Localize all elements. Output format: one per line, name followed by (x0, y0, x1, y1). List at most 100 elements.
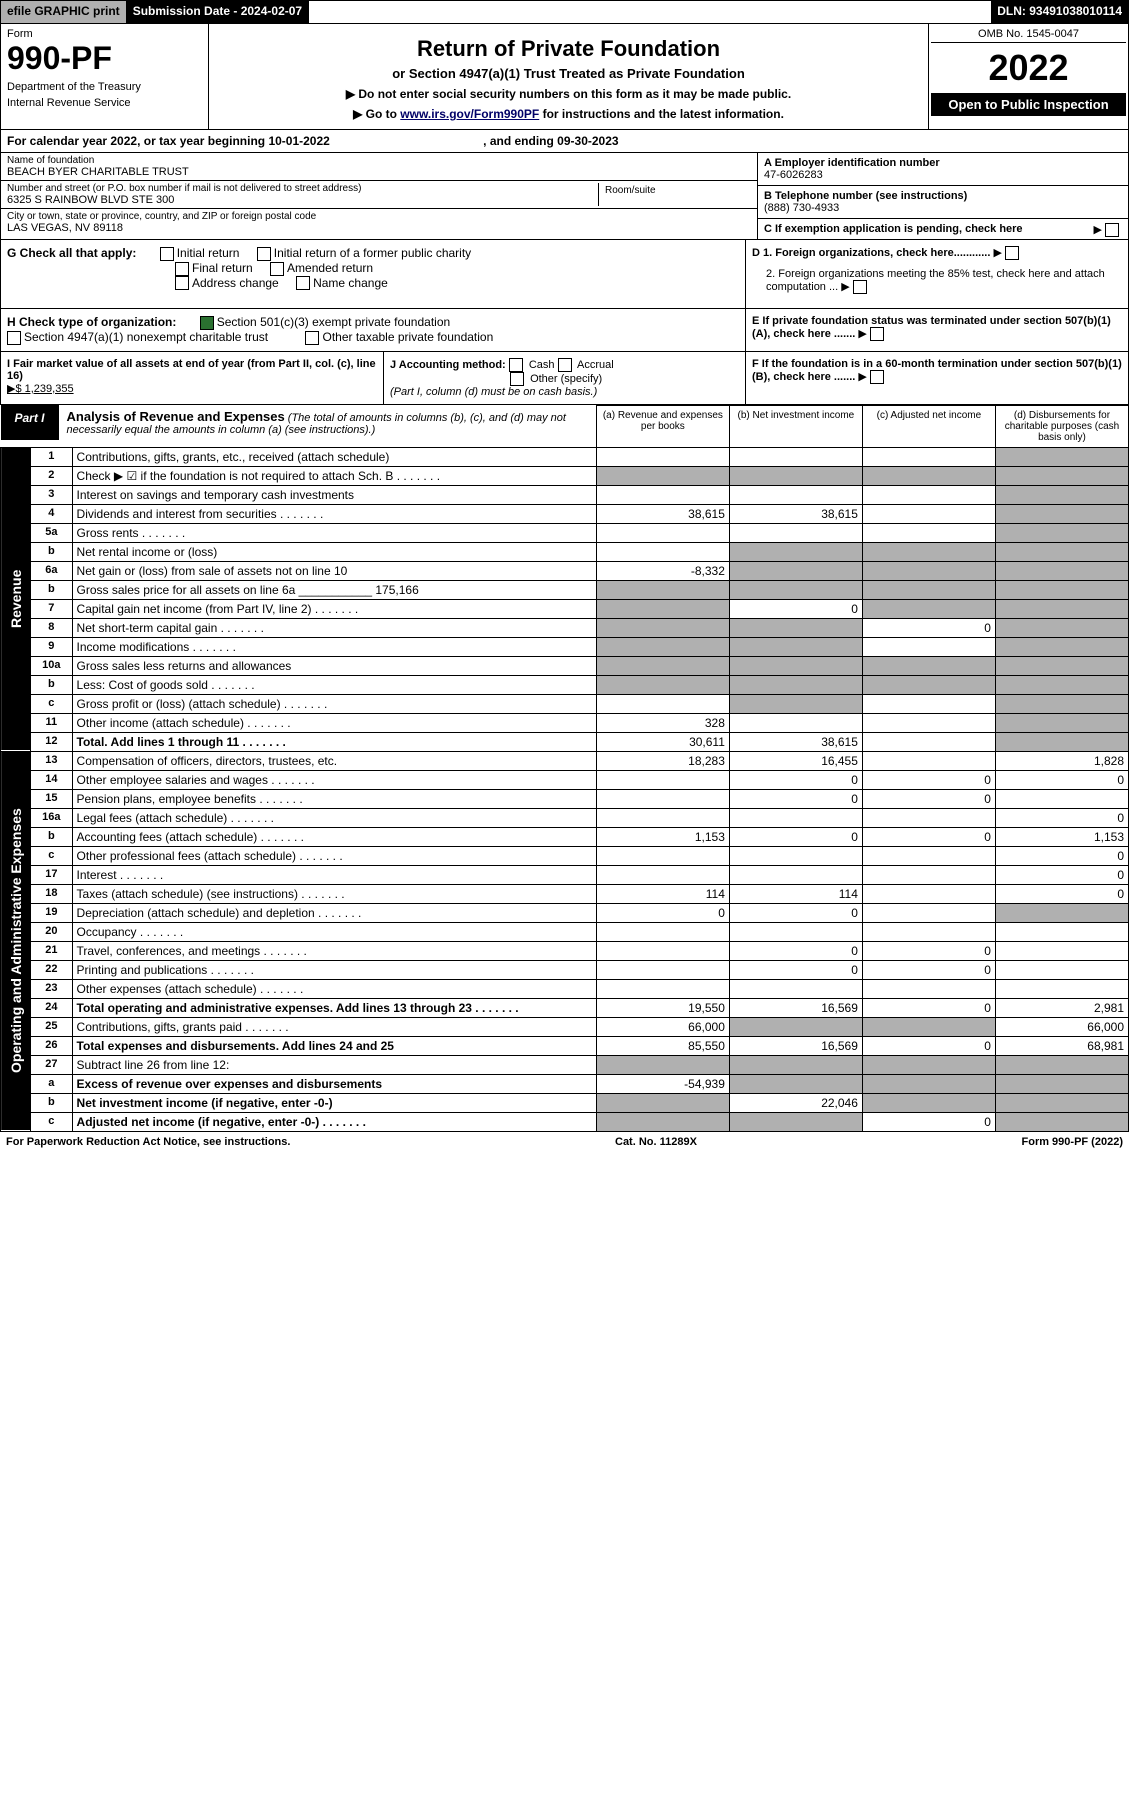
501c3-checkbox[interactable] (200, 316, 214, 330)
amount-cell: 16,455 (729, 751, 862, 770)
amount-cell (995, 675, 1128, 694)
amount-cell (995, 637, 1128, 656)
amount-cell: 1,153 (995, 827, 1128, 846)
amount-cell (862, 675, 995, 694)
amount-cell (729, 979, 862, 998)
amount-cell: 66,000 (995, 1017, 1128, 1036)
amount-cell (995, 1093, 1128, 1112)
cash-checkbox[interactable] (509, 358, 523, 372)
line-number: 26 (31, 1036, 72, 1055)
other-taxable-checkbox[interactable] (305, 331, 319, 345)
line-description: Compensation of officers, directors, tru… (72, 751, 596, 770)
line-description: Contributions, gifts, grants paid . . . … (72, 1017, 596, 1036)
amount-cell: 0 (729, 903, 862, 922)
table-row: Operating and Administrative Expenses13C… (1, 751, 1129, 770)
amount-cell (995, 922, 1128, 941)
table-row: aExcess of revenue over expenses and dis… (1, 1074, 1129, 1093)
submission-date: Submission Date - 2024-02-07 (127, 1, 309, 23)
amount-cell (862, 656, 995, 675)
amount-cell (862, 580, 995, 599)
amended-return-checkbox[interactable] (270, 262, 284, 276)
line-description: Net gain or (loss) from sale of assets n… (72, 561, 596, 580)
amount-cell: 2,981 (995, 998, 1128, 1017)
amount-cell (596, 523, 729, 542)
terminated-checkbox[interactable] (870, 327, 884, 341)
table-row: bNet rental income or (loss) (1, 542, 1129, 561)
60month-checkbox[interactable] (870, 370, 884, 384)
amount-cell: 22,046 (729, 1093, 862, 1112)
amount-cell (596, 675, 729, 694)
amount-cell (995, 656, 1128, 675)
amount-cell (729, 618, 862, 637)
initial-return-checkbox[interactable] (160, 247, 174, 261)
amount-cell: 1,153 (596, 827, 729, 846)
line-number: c (31, 1112, 72, 1131)
amount-cell: 38,615 (729, 504, 862, 523)
amount-cell: 1,828 (995, 751, 1128, 770)
line-number: 8 (31, 618, 72, 637)
amount-cell (729, 1017, 862, 1036)
other-method-checkbox[interactable] (510, 372, 524, 386)
line-description: Other employee salaries and wages . . . … (72, 770, 596, 789)
name-change-checkbox[interactable] (296, 276, 310, 290)
line-description: Travel, conferences, and meetings . . . … (72, 941, 596, 960)
amount-cell (862, 561, 995, 580)
amount-cell (596, 789, 729, 808)
table-row: 17Interest . . . . . . .0 (1, 865, 1129, 884)
line-number: 6a (31, 561, 72, 580)
amount-cell (995, 941, 1128, 960)
amount-cell (862, 884, 995, 903)
amount-cell (862, 447, 995, 466)
exemption-checkbox[interactable] (1105, 223, 1119, 237)
ein-row: A Employer identification number 47-6026… (758, 153, 1128, 186)
line-number: 22 (31, 960, 72, 979)
amount-cell (995, 789, 1128, 808)
amount-cell: 328 (596, 713, 729, 732)
foreign-85-checkbox[interactable] (853, 280, 867, 294)
amount-cell (729, 580, 862, 599)
line-description: Dividends and interest from securities .… (72, 504, 596, 523)
amount-cell (596, 618, 729, 637)
line-description: Adjusted net income (if negative, enter … (72, 1112, 596, 1131)
amount-cell (995, 979, 1128, 998)
table-row: 8Net short-term capital gain . . . . . .… (1, 618, 1129, 637)
line-number: 9 (31, 637, 72, 656)
initial-former-checkbox[interactable] (257, 247, 271, 261)
amount-cell (995, 599, 1128, 618)
entity-block: Name of foundation BEACH BYER CHARITABLE… (0, 153, 1129, 240)
line-description: Other professional fees (attach schedule… (72, 846, 596, 865)
city-row: City or town, state or province, country… (1, 209, 757, 236)
line-number: 24 (31, 998, 72, 1017)
amount-cell (729, 561, 862, 580)
line-description: Interest . . . . . . . (72, 865, 596, 884)
form-number: 990-PF (7, 40, 202, 77)
line-number: 2 (31, 466, 72, 485)
4947a1-checkbox[interactable] (7, 331, 21, 345)
header-right: OMB No. 1545-0047 2022 Open to Public In… (928, 24, 1128, 129)
accrual-checkbox[interactable] (558, 358, 572, 372)
form-title: Return of Private Foundation (217, 36, 920, 62)
amount-cell: 0 (995, 884, 1128, 903)
line-number: 17 (31, 865, 72, 884)
form-subtitle: or Section 4947(a)(1) Trust Treated as P… (217, 66, 920, 81)
irs-link[interactable]: www.irs.gov/Form990PF (400, 107, 539, 121)
col-d-header: (d) Disbursements for charitable purpose… (995, 405, 1128, 447)
amount-cell (995, 561, 1128, 580)
address-change-checkbox[interactable] (175, 276, 189, 290)
amount-cell (729, 694, 862, 713)
amount-cell (995, 694, 1128, 713)
amount-cell (995, 1112, 1128, 1131)
line-number: 1 (31, 447, 72, 466)
foreign-org-checkbox[interactable] (1005, 246, 1019, 260)
dept-treasury: Department of the Treasury (7, 81, 202, 93)
amount-cell (596, 1112, 729, 1131)
amount-cell (862, 979, 995, 998)
amount-cell: 0 (995, 846, 1128, 865)
section-label: Revenue (1, 447, 31, 751)
efile-print-button[interactable]: efile GRAPHIC print (1, 1, 127, 23)
line-description: Depreciation (attach schedule) and deple… (72, 903, 596, 922)
final-return-checkbox[interactable] (175, 262, 189, 276)
amount-cell (862, 1074, 995, 1093)
section-ijf: I Fair market value of all assets at end… (0, 352, 1129, 405)
amount-cell: 0 (729, 960, 862, 979)
